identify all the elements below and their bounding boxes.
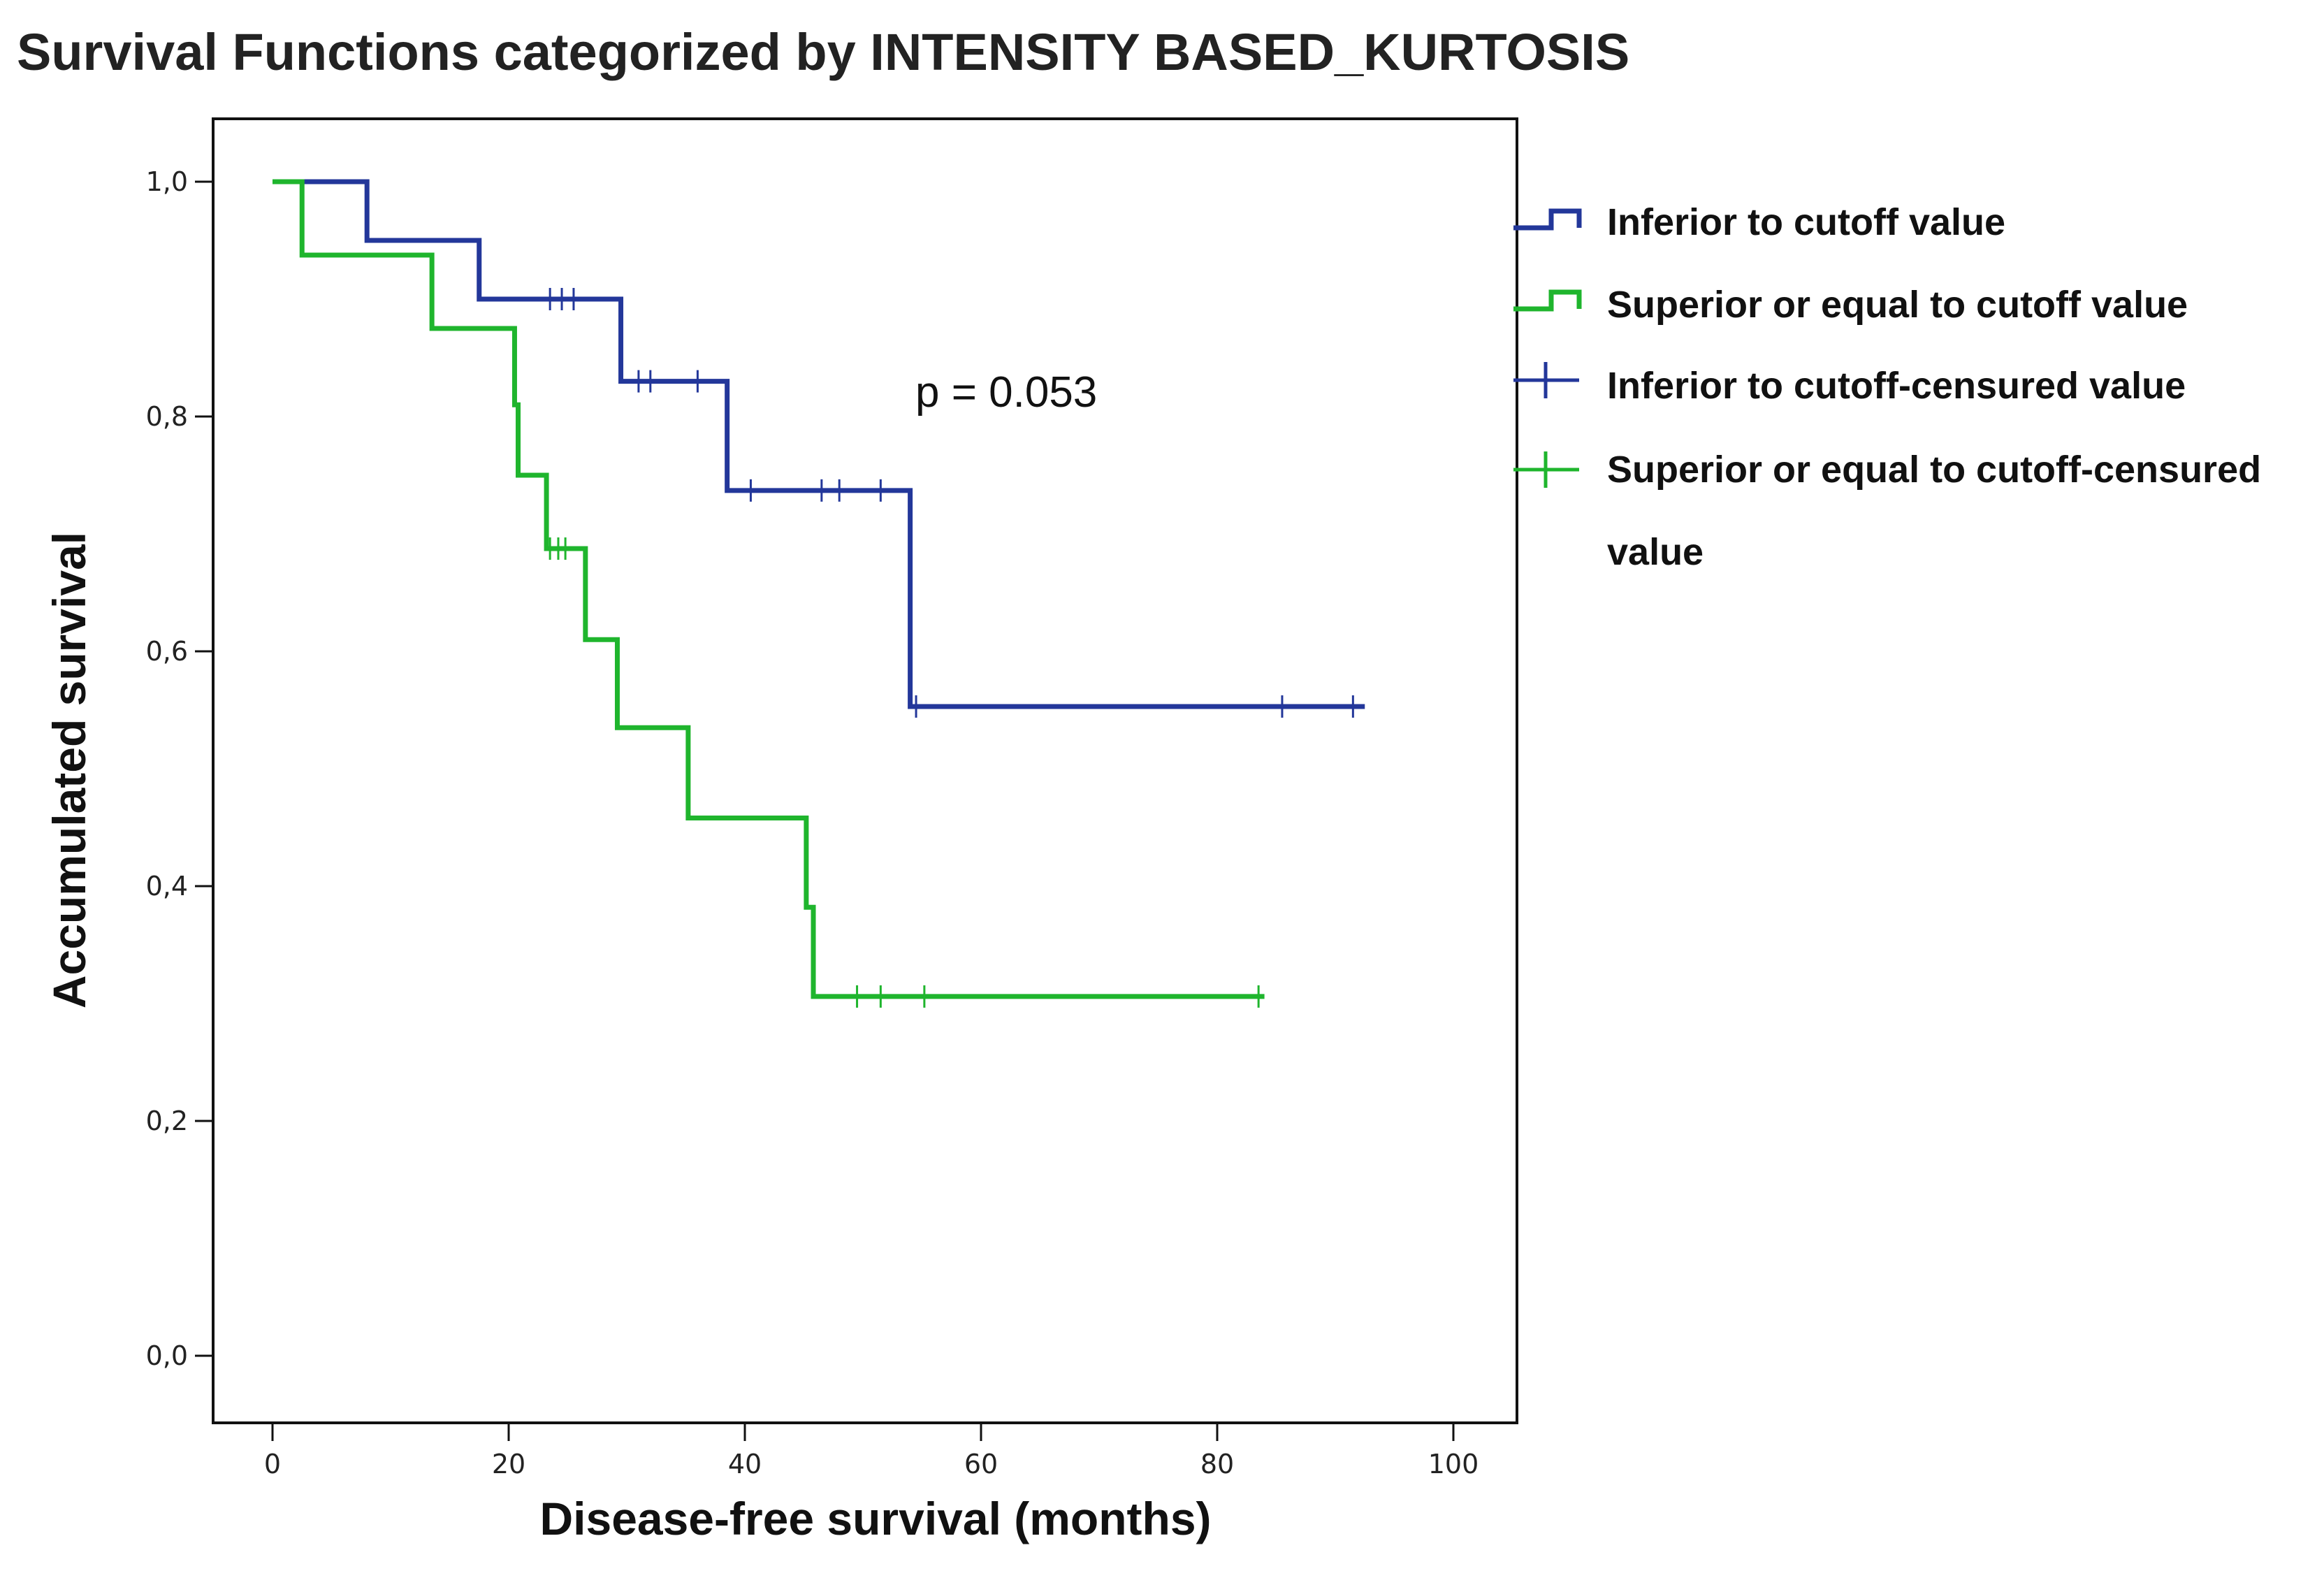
- x-tick-label: 100: [1428, 1449, 1479, 1479]
- censor-marks: [549, 288, 1354, 1008]
- x-tick-label: 0: [264, 1449, 281, 1479]
- legend-line-swatch-superior: [1513, 289, 1582, 312]
- y-tick-label: 0,4: [146, 871, 188, 902]
- y-axis: 0,0 0,2 0,4 0,6 0,8 1,0: [146, 166, 213, 1371]
- legend: Inferior to cutoff value Superior or equ…: [1513, 201, 2272, 573]
- p-value-annotation: p = 0.053: [915, 368, 1097, 417]
- plot-frame: [212, 117, 1518, 1424]
- legend-censor-swatch-inferior: [1513, 362, 1579, 398]
- chart-title: Survival Functions categorized by INTENS…: [17, 23, 1629, 81]
- x-tick-label: 60: [964, 1449, 998, 1479]
- series-line-superior: [273, 179, 1265, 999]
- y-axis-label: Accumulated survival: [43, 532, 95, 1008]
- legend-label-inferior-censored: Inferior to cutoff-censured value: [1607, 365, 2186, 407]
- legend-line-swatch-inferior: [1513, 208, 1582, 231]
- x-axis: 0 20 40 60 80 100: [264, 1423, 1479, 1479]
- legend-censor-swatch-superior: [1513, 451, 1579, 488]
- y-tick-label: 0,2: [146, 1106, 188, 1136]
- series-line-inferior: [273, 179, 1365, 709]
- y-tick-label: 0,8: [146, 401, 188, 432]
- y-tick-label: 0,6: [146, 636, 188, 667]
- series-lines: [273, 179, 1365, 999]
- x-tick-label: 80: [1200, 1449, 1234, 1479]
- legend-label-inferior: Inferior to cutoff value: [1607, 201, 2005, 243]
- legend-label-superior-censored: Superior or equal to cutoff-censured val…: [1607, 449, 2272, 573]
- x-tick-label: 40: [728, 1449, 762, 1479]
- legend-label-superior-censored-line2: value: [1607, 531, 1704, 573]
- x-tick-label: 20: [492, 1449, 525, 1479]
- y-tick-label: 0,0: [146, 1340, 188, 1371]
- x-axis-label: Disease-free survival (months): [539, 1493, 1211, 1544]
- y-tick-label: 1,0: [146, 166, 188, 197]
- legend-label-superior: Superior or equal to cutoff value: [1607, 284, 2188, 326]
- legend-label-superior-censored-line1: Superior or equal to cutoff-censured: [1607, 449, 2261, 491]
